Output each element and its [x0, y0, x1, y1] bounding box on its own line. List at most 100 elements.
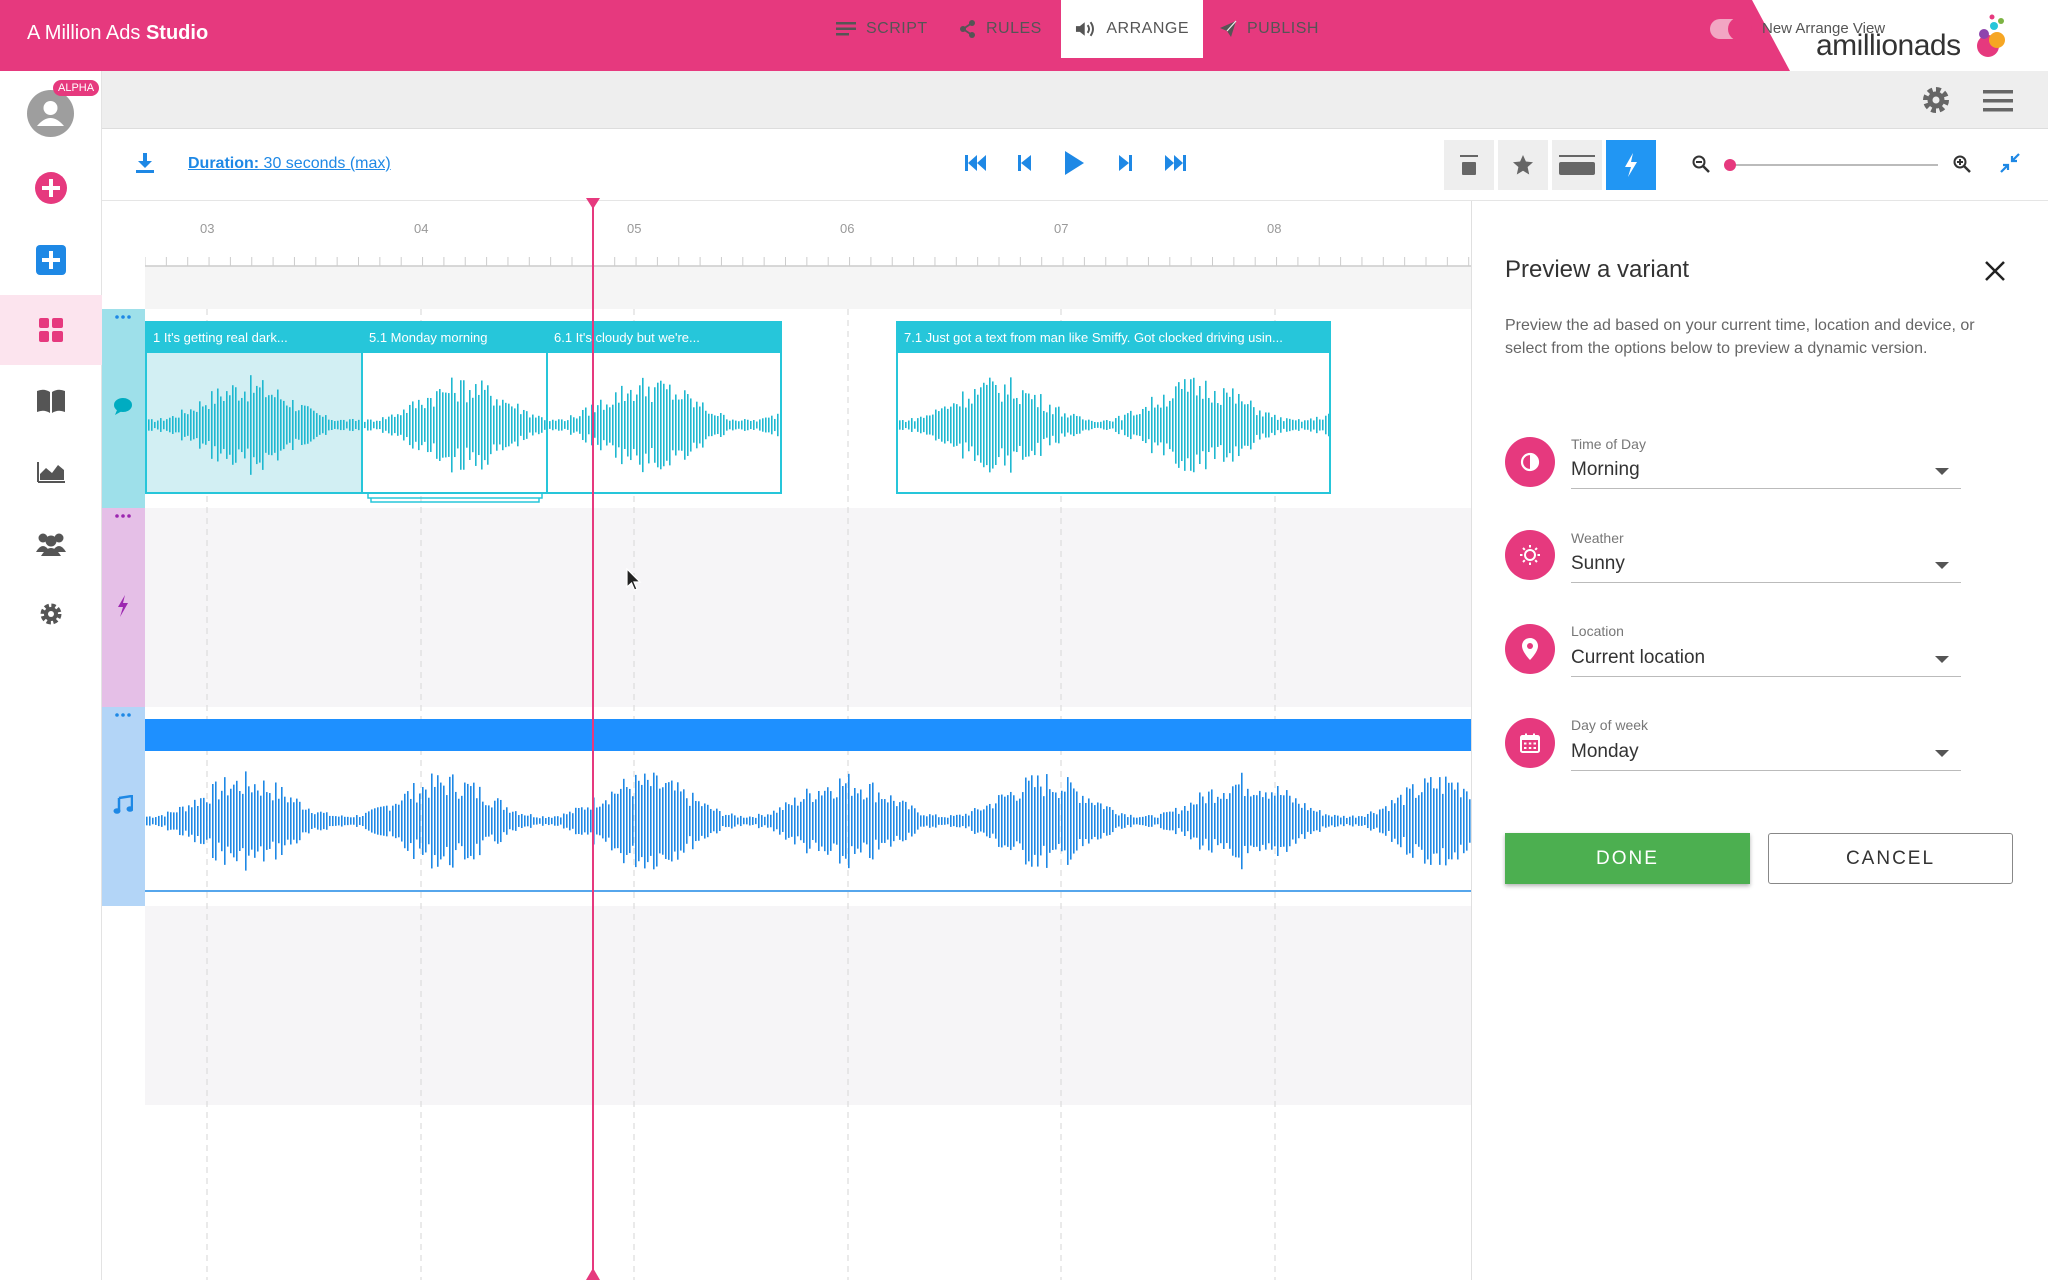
dynamic-track-more-icon[interactable]: [114, 513, 132, 519]
panel-description: Preview the ad based on your current tim…: [1505, 317, 1975, 357]
location-label: Location: [1571, 623, 1624, 639]
duration-link[interactable]: Duration: 30 seconds (max): [188, 155, 391, 173]
app-header: A Million Ads Studio: [0, 0, 2048, 71]
chevron-down-icon: [1935, 468, 1949, 475]
calendar-icon: [1520, 733, 1540, 753]
brand-logo-text: amillionads: [1816, 29, 1961, 62]
book-icon: [37, 389, 65, 413]
tab-arrange-label: ARRANGE: [1106, 20, 1189, 37]
clip-alternatives-stack[interactable]: [367, 494, 543, 504]
tab-publish[interactable]: PUBLISH: [1205, 0, 1333, 58]
clip-title: 1 It's getting real dark...: [147, 323, 361, 353]
panel-close-button[interactable]: [1982, 258, 2008, 284]
tab-arrange[interactable]: ARRANGE: [1061, 0, 1203, 58]
clip-title: 6.1 It's cloudy but we're...: [548, 323, 780, 353]
music-track-more-icon[interactable]: [114, 712, 132, 718]
tab-script[interactable]: SCRIPT: [822, 0, 942, 58]
zoom-out-icon[interactable]: [1692, 155, 1710, 173]
zoom-slider-handle[interactable]: [1724, 159, 1736, 171]
ruler-label-07: 07: [1054, 221, 1069, 236]
skip-to-end-icon[interactable]: [1164, 153, 1186, 173]
weather-label: Weather: [1571, 530, 1624, 546]
weather-select[interactable]: Sunny: [1571, 549, 1961, 583]
day-of-week-select[interactable]: Monday: [1571, 737, 1961, 771]
tab-script-label: SCRIPT: [866, 20, 928, 37]
music-waveform: [145, 771, 1471, 892]
hamburger-menu-icon[interactable]: [1983, 89, 2013, 113]
zoom-slider-track[interactable]: [1728, 164, 1938, 166]
sun-icon: [1520, 545, 1540, 565]
done-button[interactable]: DONE: [1505, 833, 1750, 884]
star-icon: [1513, 155, 1533, 175]
fit-width-button[interactable]: [1552, 140, 1602, 190]
skip-to-start-icon[interactable]: [965, 153, 987, 173]
tab-rules[interactable]: RULES: [946, 0, 1056, 58]
app-title-bold: Studio: [145, 22, 209, 44]
align-button[interactable]: [1444, 140, 1494, 190]
ruler-label-04: 04: [414, 221, 429, 236]
next-icon[interactable]: [1117, 153, 1133, 173]
location-select[interactable]: Current location: [1571, 643, 1961, 677]
sidebar-item-library[interactable]: [0, 366, 102, 436]
ruler-label-03: 03: [200, 221, 215, 236]
add-square-icon: [36, 245, 66, 275]
share-icon: [960, 20, 975, 38]
dynamic-button[interactable]: [1606, 140, 1656, 190]
voice-clip[interactable]: 6.1 It's cloudy but we're...: [546, 321, 782, 494]
location-value: Current location: [1571, 647, 1706, 668]
music-note-icon: [113, 795, 133, 814]
sidebar-add-button[interactable]: [0, 225, 102, 295]
chevron-down-icon: [1935, 656, 1949, 663]
alpha-badge: ALPHA: [53, 80, 100, 96]
dynamic-lane: [145, 508, 1471, 707]
play-icon[interactable]: [1063, 150, 1085, 176]
sidebar-item-analytics[interactable]: [0, 437, 102, 507]
timeline-ruler: [145, 257, 1471, 309]
day-of-week-value: Monday: [1571, 741, 1639, 762]
empty-lane: [145, 906, 1471, 1105]
mode-tabs: [102, 71, 2048, 129]
favourite-button[interactable]: [1498, 140, 1548, 190]
dashboard-icon: [39, 318, 63, 342]
voice-track-more-icon[interactable]: [114, 314, 132, 320]
sidebar-item-settings[interactable]: [0, 579, 102, 649]
playhead[interactable]: [592, 200, 594, 1280]
playhead-handle-bottom[interactable]: [586, 1268, 600, 1280]
time-of-day-label: Time of Day: [1571, 436, 1646, 452]
paper-plane-icon: [1220, 20, 1237, 37]
add-circle-icon: [35, 172, 67, 204]
download-icon[interactable]: [135, 152, 155, 174]
speech-bubble-icon: [114, 398, 132, 415]
new-arrange-view-toggle[interactable]: [1710, 17, 1752, 41]
time-of-day-value: Morning: [1571, 459, 1640, 480]
collapse-icon[interactable]: [2000, 153, 2020, 173]
voice-clip[interactable]: 7.1 Just got a text from man like Smiffy…: [896, 321, 1331, 494]
voice-clip[interactable]: 1 It's getting real dark...: [145, 321, 363, 494]
sidebar-item-arrange[interactable]: [0, 295, 102, 365]
music-track-header[interactable]: [102, 707, 145, 906]
day-of-week-label: Day of week: [1571, 717, 1649, 733]
day-of-week-field-icon: [1505, 718, 1555, 768]
ruler-label-08: 08: [1267, 221, 1282, 236]
lines-icon: [836, 22, 856, 36]
zoom-in-icon[interactable]: [1953, 155, 1971, 173]
cancel-button[interactable]: CANCEL: [1768, 833, 2013, 884]
ruler-label-05: 05: [627, 221, 642, 236]
time-of-day-select[interactable]: Morning: [1571, 455, 1961, 489]
playhead-handle[interactable]: [586, 198, 600, 210]
ruler-label-06: 06: [840, 221, 855, 236]
clip-waveform: [899, 377, 1329, 473]
half-circle-icon: [1520, 452, 1540, 472]
clip-waveform: [364, 377, 546, 473]
align-icon: [1460, 155, 1478, 175]
user-avatar[interactable]: [27, 90, 74, 137]
music-clip-bar[interactable]: [145, 719, 1471, 751]
previous-icon[interactable]: [1017, 153, 1033, 173]
sidebar-item-team[interactable]: [0, 508, 102, 578]
clip-waveform: [549, 377, 779, 473]
sidebar-new-button[interactable]: [0, 153, 102, 223]
location-field-icon: [1505, 624, 1555, 674]
new-arrange-view-label: New Arrange View: [1762, 20, 1886, 37]
voice-clip[interactable]: 5.1 Monday morning: [361, 321, 548, 494]
settings-gear-icon[interactable]: [1921, 85, 1951, 115]
